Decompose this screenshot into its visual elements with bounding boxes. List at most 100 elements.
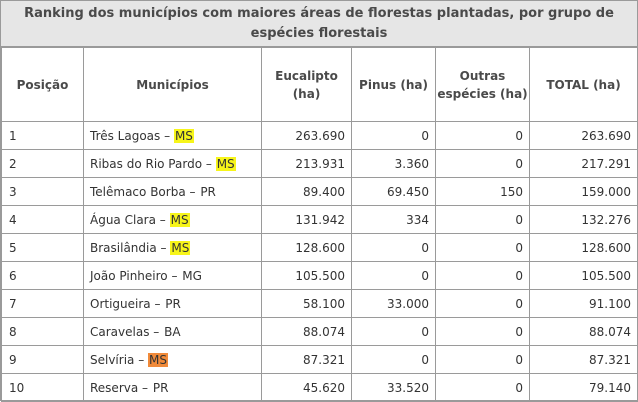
header-pinus: Pinus (ha) [351,47,436,122]
municipio-name: Telêmaco Borba [90,184,186,199]
municipio-name: Caravelas [90,324,150,339]
table-header-row: Posição Municípios Eucalipto (ha) Pinus … [1,47,638,122]
municipio-separator: – [167,268,182,283]
cell-pinus: 0 [351,233,436,262]
municipio-separator: – [156,240,171,255]
municipio-separator: – [134,352,149,367]
cell-eucalipto: 213.931 [261,149,352,178]
cell-eucalipto: 88.074 [261,317,352,346]
cell-eucalipto: 45.620 [261,373,352,402]
cell-municipio: Selvíria – MS [83,345,262,374]
cell-total: 159.000 [529,177,638,206]
cell-posicao: 9 [1,345,84,374]
cell-posicao: 7 [1,289,84,318]
cell-total: 87.321 [529,345,638,374]
cell-eucalipto: 263.690 [261,121,352,150]
table-row: 4 Água Clara – MS 131.942 334 0 132.276 [1,205,638,234]
cell-municipio: Três Lagoas – MS [83,121,262,150]
cell-municipio: Telêmaco Borba – PR [83,177,262,206]
cell-pinus: 0 [351,345,436,374]
state-code: MS [169,212,190,227]
state-code: PR [152,380,169,395]
cell-total: 79.140 [529,373,638,402]
cell-eucalipto: 58.100 [261,289,352,318]
municipio-separator: – [149,324,164,339]
cell-outras-especies: 0 [435,233,530,262]
state-code: MS [173,128,194,143]
cell-posicao: 2 [1,149,84,178]
cell-pinus: 0 [351,317,436,346]
table-row: 9 Selvíria – MS 87.321 0 0 87.321 [1,345,638,374]
cell-posicao: 4 [1,205,84,234]
cell-total: 263.690 [529,121,638,150]
cell-eucalipto: 128.600 [261,233,352,262]
municipio-name: Água Clara [90,212,156,227]
cell-posicao: 8 [1,317,84,346]
table-body: 1 Três Lagoas – MS 263.690 0 0 263.690 2 Ribas … [1,121,638,402]
cell-posicao: 5 [1,233,84,262]
caption-line-1: Ranking dos municípios com maiores áreas… [24,6,614,21]
municipio-separator: – [202,156,216,171]
cell-pinus: 3.360 [351,149,436,178]
table-row: 10 Reserva – PR 45.620 33.520 0 79.140 [1,373,638,402]
cell-outras-especies: 150 [435,177,530,206]
cell-total: 132.276 [529,205,638,234]
cell-posicao: 1 [1,121,84,150]
municipio-name: Ribas do Rio Pardo [90,156,203,171]
cell-outras-especies: 0 [435,345,530,374]
cell-outras-especies: 0 [435,205,530,234]
cell-total: 91.100 [529,289,638,318]
state-code: MG [182,268,202,283]
cell-posicao: 3 [1,177,84,206]
table-row: 2 Ribas do Rio Pardo – MS 213.931 3.360 0 217… [1,149,638,178]
cell-pinus: 0 [351,261,436,290]
municipio-name: Três Lagoas [90,128,161,143]
ranking-table: Posição Municípios Eucalipto (ha) Pinus … [1,47,638,402]
cell-pinus: 69.450 [351,177,436,206]
table-row: 7 Ortigueira – PR 58.100 33.000 0 91.100 [1,289,638,318]
table-caption: Ranking dos municípios com maiores áreas… [1,1,637,47]
municipio-separator: – [155,212,170,227]
cell-total: 88.074 [529,317,638,346]
municipio-name: Ortigueira [90,296,151,311]
cell-eucalipto: 87.321 [261,345,352,374]
municipio-separator: – [150,296,165,311]
municipio-name: Brasilândia [90,240,157,255]
cell-posicao: 10 [1,373,84,402]
cell-pinus: 33.520 [351,373,436,402]
table-row: 6 João Pinheiro – MG 105.500 0 0 105.500 [1,261,638,290]
cell-municipio: Reserva – PR [83,373,262,402]
state-code: PR [165,296,181,311]
cell-pinus: 33.000 [351,289,436,318]
municipio-separator: – [160,128,174,143]
cell-outras-especies: 0 [435,149,530,178]
municipio-separator: – [185,184,200,199]
cell-outras-especies: 0 [435,121,530,150]
cell-total: 128.600 [529,233,638,262]
table-row: 3 Telêmaco Borba – PR 89.400 69.450 150 159.0… [1,177,638,206]
table-row: 1 Três Lagoas – MS 263.690 0 0 263.690 [1,121,638,150]
municipio-name: Reserva [90,380,139,395]
cell-pinus: 0 [351,121,436,150]
cell-pinus: 334 [351,205,436,234]
cell-municipio: Caravelas – BA [83,317,262,346]
table-row: 8 Caravelas – BA 88.074 0 0 88.074 [1,317,638,346]
state-code: MS [215,156,236,171]
table-row: 5 Brasilândia – MS 128.600 0 0 128.600 [1,233,638,262]
cell-outras-especies: 0 [435,317,530,346]
cell-eucalipto: 131.942 [261,205,352,234]
caption-line-2: espécies florestais [250,26,388,41]
cell-outras-especies: 0 [435,289,530,318]
municipio-name: João Pinheiro [90,268,168,283]
cell-posicao: 6 [1,261,84,290]
header-outras-especies: Outras espécies (ha) [435,47,530,122]
header-municipios: Municípios [83,47,262,122]
cell-outras-especies: 0 [435,373,530,402]
cell-total: 105.500 [529,261,638,290]
municipio-name: Selvíria [90,352,135,367]
state-code: BA [164,324,181,339]
cell-municipio: João Pinheiro – MG [83,261,262,290]
header-eucalipto: Eucalipto (ha) [261,47,352,122]
state-code: PR [200,184,216,199]
